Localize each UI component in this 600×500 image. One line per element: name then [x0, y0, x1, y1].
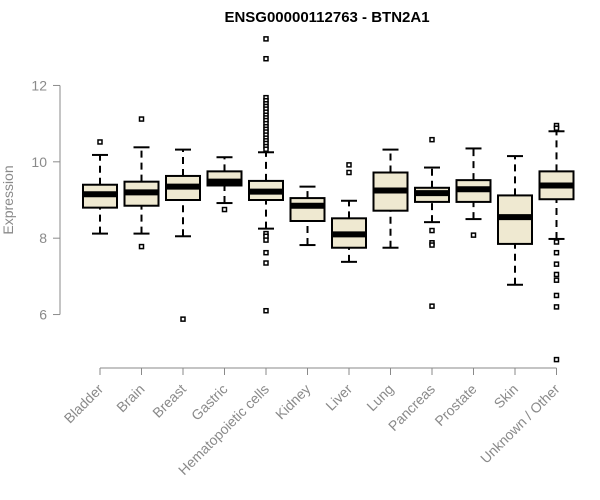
outlier-point — [97, 139, 103, 145]
x-tick-label: Unknown / Other — [477, 381, 563, 467]
y-tick-label: 8 — [39, 230, 47, 246]
outlier-point — [553, 304, 560, 310]
outlier-point — [263, 260, 269, 266]
box-prostate — [455, 147, 492, 238]
outlier-point — [429, 136, 435, 143]
outlier-point — [138, 243, 145, 250]
x-tick-label: Kidney — [272, 381, 314, 423]
outlier-point — [553, 292, 560, 299]
outlier-point — [553, 125, 560, 131]
y-axis-label: Expression — [0, 165, 16, 234]
outlier-point — [180, 316, 186, 322]
y-tick-label: 6 — [39, 307, 47, 323]
outlier-point — [221, 206, 228, 213]
outlier-point — [346, 162, 352, 168]
x-tick-label: Breast — [149, 381, 189, 421]
outlier-point — [470, 232, 477, 238]
outlier-point — [553, 277, 560, 283]
outlier-point — [263, 36, 269, 42]
outlier-point — [553, 249, 560, 256]
outlier-point — [263, 249, 269, 256]
outlier-point — [263, 237, 269, 243]
outlier-point — [553, 239, 560, 245]
outlier-point — [553, 261, 560, 267]
x-tick-label: Prostate — [431, 381, 479, 429]
x-tick-label: Brain — [113, 381, 147, 415]
outlier-point — [263, 55, 269, 62]
box-pancreas — [414, 136, 450, 309]
box-brain — [123, 116, 160, 250]
y-tick-label: 10 — [31, 154, 47, 170]
box-liver — [331, 162, 367, 263]
box-breast — [165, 148, 201, 322]
x-tick-label: Bladder — [61, 381, 107, 427]
outlier-point — [138, 116, 145, 122]
x-tick-label: Liver — [322, 381, 355, 414]
box-kidney — [289, 185, 326, 247]
x-tick-label: Skin — [491, 381, 522, 412]
outlier-point — [346, 169, 352, 176]
iqr-box — [289, 197, 326, 223]
outlier-point — [553, 356, 560, 363]
box-hematopoietic-cells — [248, 36, 284, 314]
box-bladder — [82, 139, 118, 235]
chart-title: ENSG00000112763 - BTN2A1 — [224, 9, 429, 26]
box-gastric — [206, 156, 243, 213]
x-tick-label: Lung — [363, 381, 396, 414]
outlier-point — [553, 271, 560, 278]
box-unknown-other — [538, 122, 575, 363]
box-skin — [497, 155, 533, 286]
boxes-group — [82, 36, 575, 363]
box-lung — [372, 148, 409, 249]
y-tick-label: 12 — [31, 77, 47, 93]
outlier-point — [263, 307, 269, 314]
outlier-point — [429, 242, 435, 248]
outlier-point — [263, 146, 269, 152]
outlier-point — [429, 227, 435, 234]
outlier-point — [429, 303, 435, 309]
